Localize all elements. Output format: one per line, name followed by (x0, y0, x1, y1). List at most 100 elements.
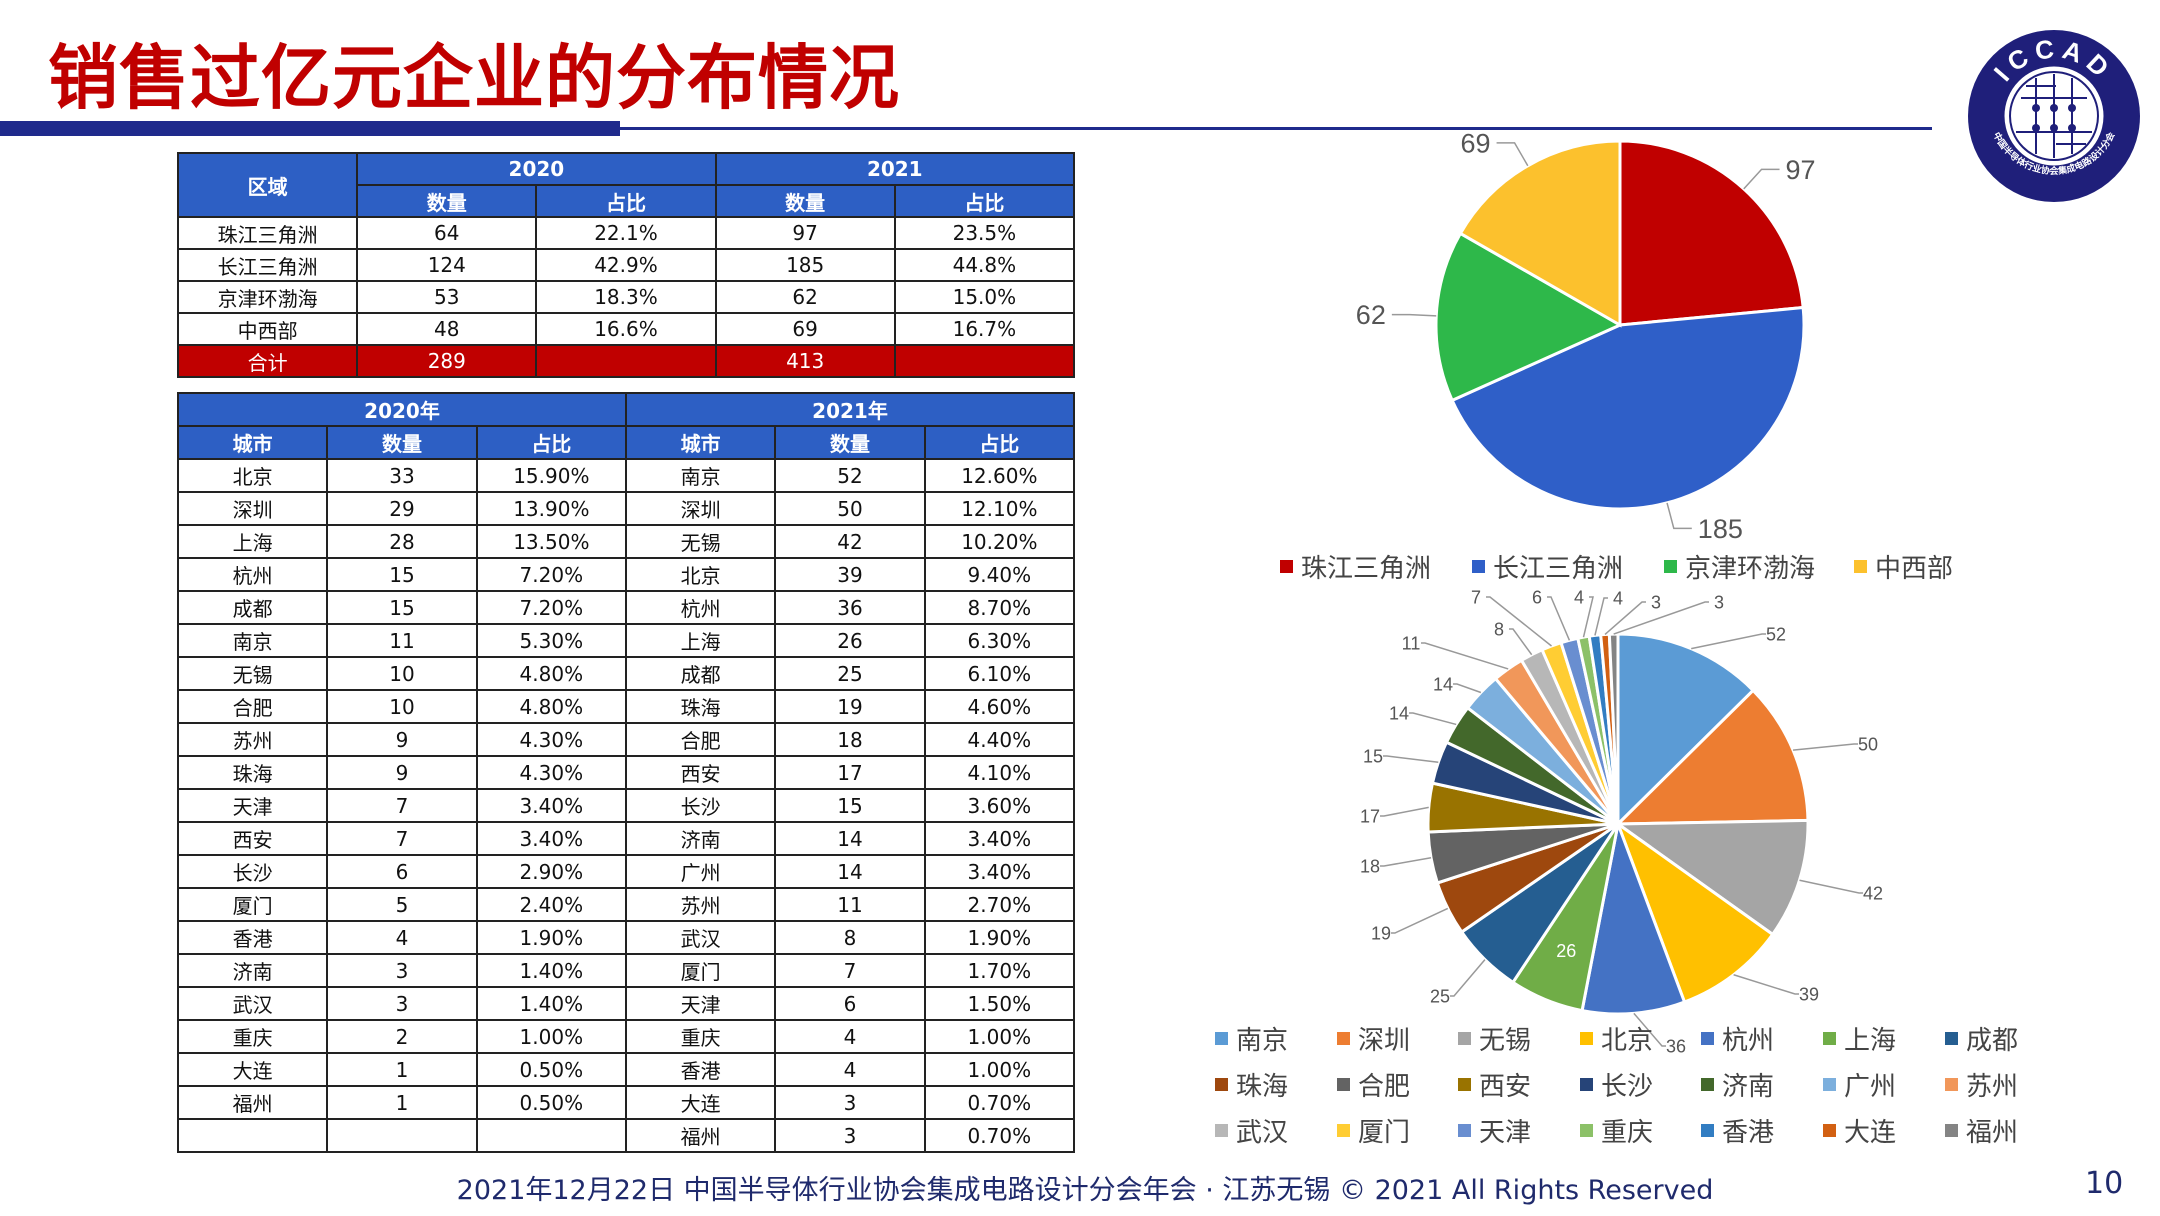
legend-swatch (1823, 1078, 1836, 1091)
table-cell: 29 (326, 491, 478, 526)
leader-line (1604, 601, 1646, 636)
table-cell: 4 (326, 920, 478, 955)
legend-label: 深圳 (1358, 1026, 1411, 1056)
table-cell: 京津环渤海 (176, 280, 359, 314)
table-cell: 2.70% (923, 887, 1076, 922)
legend-swatch (1215, 1078, 1228, 1091)
table-cell: 13.90% (475, 491, 627, 526)
legend-item: 杭州 (1701, 1020, 1774, 1057)
table-cell: 9.40% (923, 557, 1076, 592)
table-cell: 西安 (624, 755, 777, 790)
table-cell: 北京 (624, 557, 777, 592)
table-cell: 19 (774, 689, 926, 724)
total-cell: 413 (714, 344, 896, 378)
legend-item: 上海 (1823, 1020, 1896, 1057)
table-cell: 6 (774, 986, 926, 1021)
table-cell: 3.60% (923, 788, 1076, 823)
table-cell: 185 (714, 248, 896, 282)
table-cell: 4.30% (475, 755, 627, 790)
data-label: 50 (1858, 734, 1878, 754)
legend-label: 广州 (1844, 1072, 1897, 1102)
table-cell: 15.0% (893, 280, 1076, 314)
header-year: 2021 (714, 152, 1076, 186)
table-row: 天津 7 3.40% 长沙 15 3.60% (176, 788, 1076, 823)
table-cell: 53 (356, 280, 538, 314)
legend-label: 天津 (1479, 1118, 1532, 1148)
legend-item: 天津 (1458, 1112, 1531, 1149)
table-cell: 3.40% (475, 821, 627, 856)
table-row: 武汉 3 1.40% 天津 6 1.50% (176, 986, 1076, 1021)
table-cell: 苏州 (624, 887, 777, 922)
table-cell: 合肥 (624, 722, 777, 757)
table-row: 香港 4 1.90% 武汉 8 1.90% (176, 920, 1076, 955)
legend-swatch (1337, 1124, 1350, 1137)
table-cell: 0.70% (923, 1085, 1076, 1120)
table-cell: 12.60% (923, 458, 1076, 493)
region-table: 区域 2020 2021 数量 占比 数量 占比 珠江三角洲 64 22.1% 97 23.5% 长江三… (176, 152, 1076, 378)
table-cell: 0.50% (475, 1052, 627, 1087)
legend-label: 南京 (1236, 1026, 1289, 1056)
leader-line (1733, 974, 1799, 995)
header-sub: 数量 (714, 184, 896, 218)
leader-line (1547, 596, 1571, 641)
leader-line (1691, 633, 1766, 650)
data-label: 15 (1363, 746, 1383, 766)
table-cell (475, 1118, 627, 1153)
table-cell: 天津 (176, 788, 329, 823)
header-region: 区域 (176, 152, 359, 218)
legend-swatch (1854, 560, 1867, 573)
table-cell: 北京 (176, 458, 329, 493)
table-cell: 西安 (176, 821, 329, 856)
legend-item: 北京 (1580, 1020, 1653, 1057)
table-cell: 13.50% (475, 524, 627, 559)
table-cell: 重庆 (624, 1019, 777, 1054)
table-cell: 2.40% (475, 887, 627, 922)
legend-item: 武汉 (1215, 1112, 1288, 1149)
legend-item: 长江三角洲 (1472, 548, 1623, 585)
table-cell: 9 (326, 722, 478, 757)
table-cell: 1.90% (475, 920, 627, 955)
table-row: 大连 1 0.50% 香港 4 1.00% (176, 1052, 1076, 1087)
page-number: 10 (2085, 1166, 2124, 1201)
data-label: 3 (1651, 592, 1661, 612)
legend-label: 中西部 (1875, 554, 1954, 584)
legend-swatch (1701, 1124, 1714, 1137)
table-cell: 上海 (624, 623, 777, 658)
legend-label: 长江三角洲 (1493, 554, 1624, 584)
leader-line (1380, 857, 1432, 867)
pie-slice-福州 (1607, 632, 1620, 825)
data-label: 25 (1430, 986, 1450, 1006)
leader-line (1409, 712, 1457, 726)
table-cell: 3 (774, 1085, 926, 1120)
table-cell: 4.30% (475, 722, 627, 757)
table-cell: 成都 (624, 656, 777, 691)
data-label: 97 (1786, 155, 1816, 185)
table-cell: 福州 (624, 1118, 777, 1153)
table-cell: 16.6% (535, 312, 717, 346)
table-cell: 39 (774, 557, 926, 592)
legend-item: 珠海 (1215, 1066, 1288, 1103)
legend-swatch (1337, 1078, 1350, 1091)
leader-line (1391, 907, 1449, 934)
table-cell: 7 (326, 788, 478, 823)
legend-swatch (1580, 1124, 1593, 1137)
table-cell: 杭州 (176, 557, 329, 592)
leader-line (1594, 597, 1608, 636)
legend-item: 合肥 (1337, 1066, 1410, 1103)
legend-item: 苏州 (1945, 1066, 2018, 1103)
legend-swatch (1458, 1032, 1471, 1045)
table-cell: 50 (774, 491, 926, 526)
leader-line (1613, 601, 1709, 635)
table-cell: 深圳 (176, 491, 329, 526)
table-cell: 15.90% (475, 458, 627, 493)
table-cell: 香港 (176, 920, 329, 955)
leader-line (1799, 879, 1863, 894)
header-column: 数量 (774, 425, 926, 460)
header-year: 2021年 (624, 392, 1076, 427)
table-row: 南京 11 5.30% 上海 26 6.30% (176, 623, 1076, 658)
table-row: 深圳 29 13.90% 深圳 50 12.10% (176, 491, 1076, 526)
table-cell: 4.60% (923, 689, 1076, 724)
data-label: 69 (1461, 128, 1491, 158)
table-cell: 1.90% (923, 920, 1076, 955)
legend-swatch (1945, 1124, 1958, 1137)
